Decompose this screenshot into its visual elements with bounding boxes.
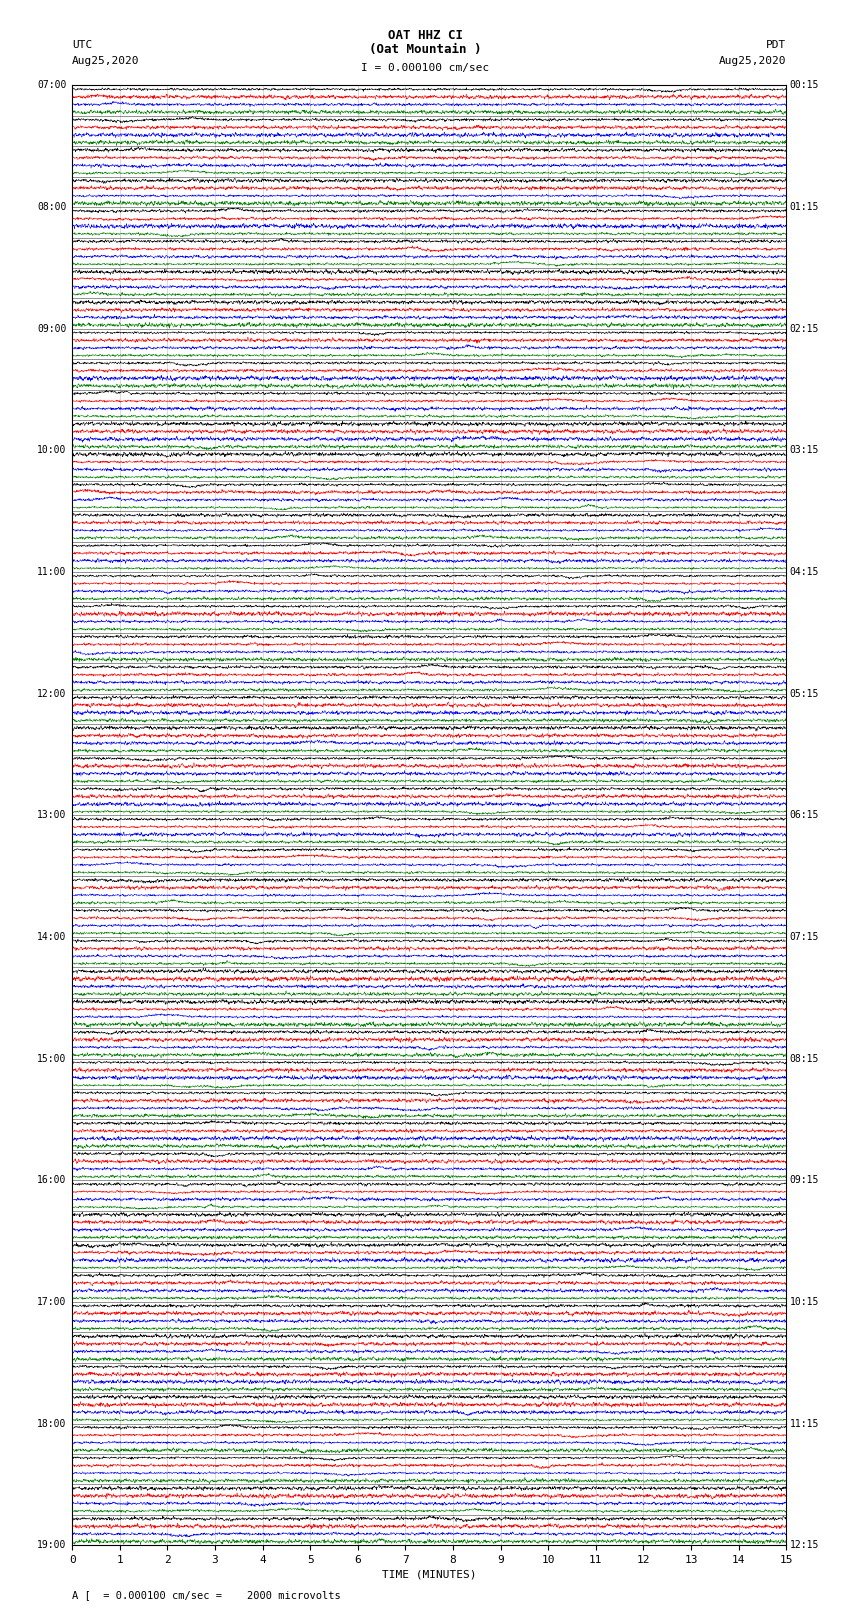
Text: 06:15: 06:15: [790, 810, 819, 821]
Text: 17:00: 17:00: [37, 1297, 66, 1307]
Text: 02:15: 02:15: [790, 324, 819, 334]
Text: 19:00: 19:00: [37, 1540, 66, 1550]
Text: 15:00: 15:00: [37, 1053, 66, 1063]
Text: 11:00: 11:00: [37, 568, 66, 577]
Text: PDT: PDT: [766, 40, 786, 50]
Text: Aug25,2020: Aug25,2020: [72, 56, 139, 66]
Text: 16:00: 16:00: [37, 1176, 66, 1186]
Text: 09:15: 09:15: [790, 1176, 819, 1186]
Text: 05:15: 05:15: [790, 689, 819, 698]
Text: 00:15: 00:15: [790, 81, 819, 90]
Text: 14:00: 14:00: [37, 932, 66, 942]
Text: I = 0.000100 cm/sec: I = 0.000100 cm/sec: [361, 63, 489, 73]
Text: OAT HHZ CI: OAT HHZ CI: [388, 29, 462, 42]
Text: 12:00: 12:00: [37, 689, 66, 698]
Text: UTC: UTC: [72, 40, 93, 50]
Text: 08:15: 08:15: [790, 1053, 819, 1063]
Text: 04:15: 04:15: [790, 568, 819, 577]
Text: 07:15: 07:15: [790, 932, 819, 942]
Text: 18:00: 18:00: [37, 1418, 66, 1429]
Text: 09:00: 09:00: [37, 324, 66, 334]
Text: 13:00: 13:00: [37, 810, 66, 821]
X-axis label: TIME (MINUTES): TIME (MINUTES): [382, 1569, 477, 1579]
Text: A [  = 0.000100 cm/sec =    2000 microvolts: A [ = 0.000100 cm/sec = 2000 microvolts: [72, 1590, 341, 1600]
Text: 08:00: 08:00: [37, 202, 66, 213]
Text: 01:15: 01:15: [790, 202, 819, 213]
Text: 10:00: 10:00: [37, 445, 66, 455]
Text: (Oat Mountain ): (Oat Mountain ): [369, 44, 481, 56]
Text: 07:00: 07:00: [37, 81, 66, 90]
Text: 11:15: 11:15: [790, 1418, 819, 1429]
Text: 10:15: 10:15: [790, 1297, 819, 1307]
Text: 03:15: 03:15: [790, 445, 819, 455]
Text: Aug25,2020: Aug25,2020: [719, 56, 786, 66]
Text: 12:15: 12:15: [790, 1540, 819, 1550]
